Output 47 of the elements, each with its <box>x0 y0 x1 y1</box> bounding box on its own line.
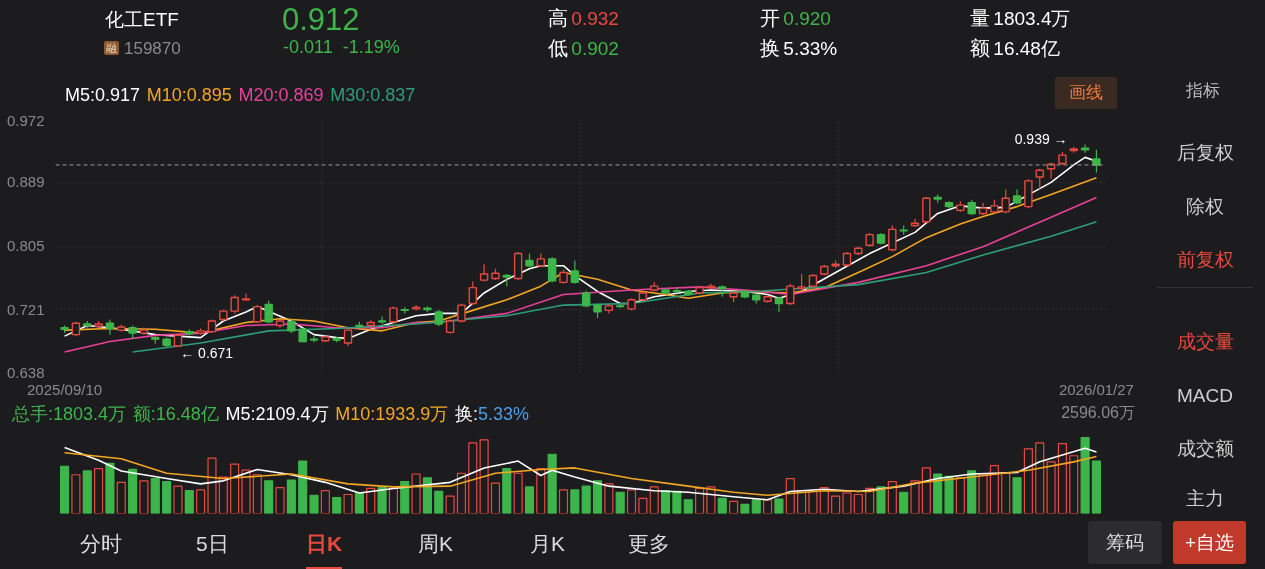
text: 开 0.920 <box>760 7 831 29</box>
text: 成交量 <box>1176 331 1234 352</box>
text: 换:5.33% <box>454 404 529 424</box>
text: 高 0.932 <box>548 7 619 29</box>
text: 换 5.33% <box>760 37 838 59</box>
annotation: ← 0.671 <box>180 344 234 361</box>
text: 低 0.902 <box>548 37 619 59</box>
text: 额:16.48亿 <box>132 404 219 424</box>
text: M10:1933.9万 <box>335 404 449 424</box>
text: MACD <box>1177 385 1233 406</box>
x-tick-label: 2026/01/27 <box>1058 380 1134 398</box>
y-tick-label: 0.721 <box>6 300 45 318</box>
text: M5:2109.4万 <box>225 404 329 424</box>
text: 额 16.48亿 <box>970 37 1060 59</box>
text: 周K <box>418 532 454 555</box>
text: M10:0.895 <box>146 85 232 105</box>
text: +自选 <box>1185 532 1235 553</box>
text: 5日 <box>196 532 229 555</box>
text: 融 <box>104 41 119 55</box>
text: 画线 <box>1069 83 1103 102</box>
y-tick-label: 0.638 <box>6 363 45 381</box>
text: 后复权 <box>1176 142 1234 163</box>
text: 量 1803.4万 <box>970 7 1071 29</box>
text: 主力 <box>1186 488 1224 509</box>
text: M5:0.917 <box>65 85 141 105</box>
text: 筹码 <box>1106 532 1144 553</box>
y-tick-label: 0.972 <box>6 111 45 129</box>
text: M30:0.837 <box>330 85 416 105</box>
text: 成交额 <box>1176 438 1234 459</box>
y-tick-label: 0.805 <box>6 237 45 254</box>
text: 分时 <box>80 532 122 555</box>
text: 指标 <box>1186 81 1220 100</box>
text: 总手:1803.4万 <box>12 404 127 424</box>
text: -0.011 -1.19% <box>283 37 400 57</box>
y-tick-label: 0.889 <box>6 173 45 191</box>
annotation: 0.939 → <box>1014 131 1068 148</box>
x-tick-label: 2025/09/10 <box>27 380 103 398</box>
text: 除权 <box>1186 196 1224 217</box>
text: 前复权 <box>1176 249 1234 270</box>
text: 化工ETF <box>105 9 179 30</box>
text: 日K <box>306 532 343 555</box>
text: 2596.06万 <box>1061 404 1135 421</box>
text: M20:0.869 <box>238 85 324 105</box>
text: 0.912 <box>282 2 360 37</box>
text: 更多 <box>628 532 670 555</box>
text: 159870 <box>124 39 181 58</box>
text: 月K <box>530 532 566 555</box>
